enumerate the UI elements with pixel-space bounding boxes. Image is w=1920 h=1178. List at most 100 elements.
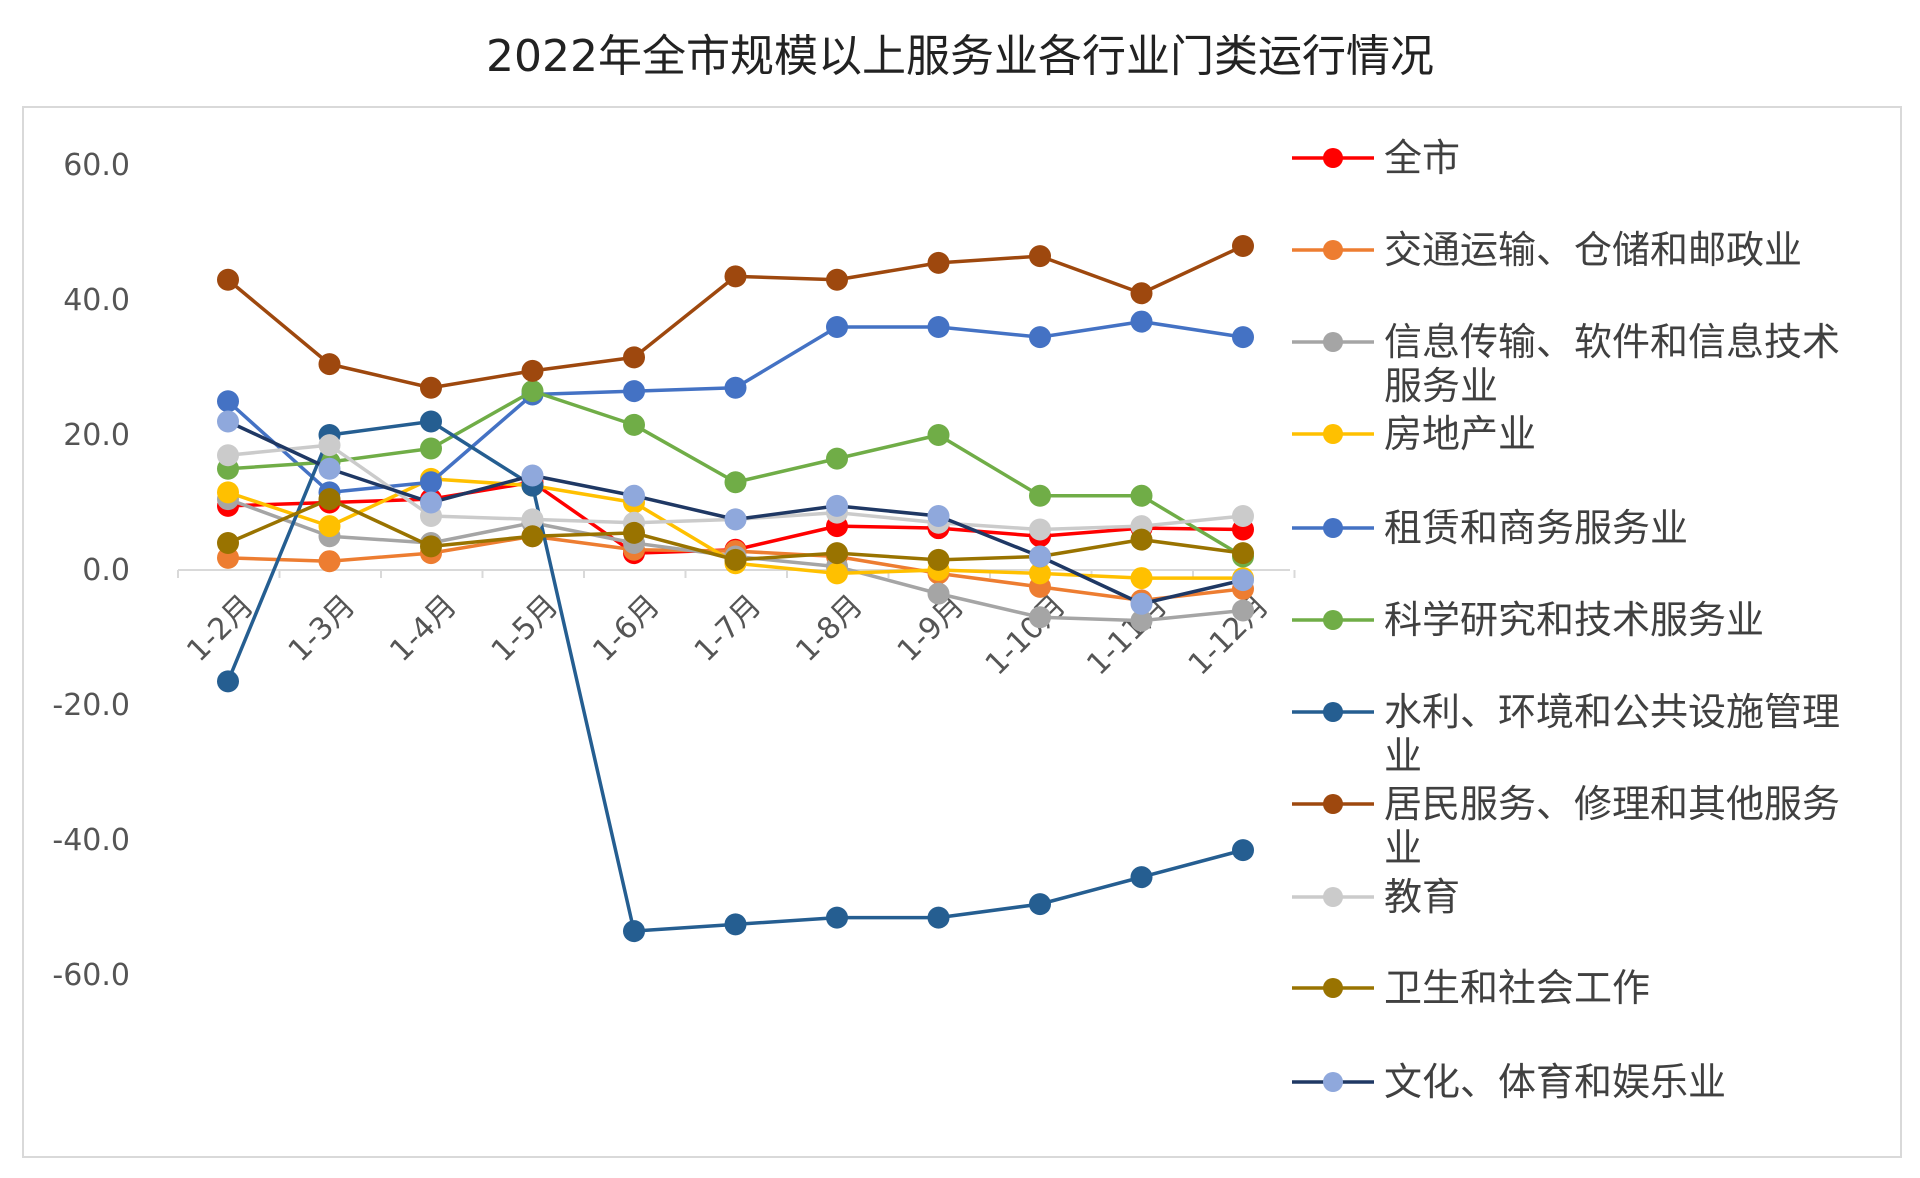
x-tick-label: 1-7月 <box>688 588 769 669</box>
x-tick-label: 1-5月 <box>485 588 566 669</box>
legend-marker <box>1323 518 1343 538</box>
data-point <box>623 413 645 436</box>
y-tick-label: 0.0 <box>82 553 130 588</box>
legend-marker <box>1323 332 1343 352</box>
legend-label: 信息传输、软件和信息技术服务业 <box>1384 320 1840 408</box>
legend-label: 交通运输、仓储和邮政业 <box>1384 228 1802 272</box>
legend-item: 房地产业 <box>1292 412 1536 456</box>
legend-label: 卫生和社会工作 <box>1384 966 1650 1010</box>
series-7 <box>217 235 1254 399</box>
y-tick-label: 40.0 <box>63 283 130 318</box>
y-tick-label: 20.0 <box>63 418 130 453</box>
data-point <box>623 380 645 403</box>
x-tick-label: 1-3月 <box>282 588 363 669</box>
data-point <box>420 410 442 433</box>
data-point <box>1029 562 1051 585</box>
data-point <box>724 548 747 571</box>
legend-label: 文化、体育和娱乐业 <box>1384 1060 1726 1104</box>
data-point <box>927 424 950 446</box>
data-point <box>521 380 544 403</box>
data-point <box>420 437 442 460</box>
legend-marker <box>1323 978 1343 998</box>
y-tick-label: -60.0 <box>52 958 130 993</box>
legend-label: 房地产业 <box>1384 412 1536 456</box>
data-point <box>826 447 848 470</box>
data-point <box>1232 505 1254 527</box>
data-point <box>1029 606 1051 629</box>
data-point <box>1130 310 1153 333</box>
data-point <box>420 535 442 558</box>
series-line <box>226 419 1244 933</box>
legend-item: 文化、体育和娱乐业 <box>1292 1060 1726 1104</box>
legend-label: 科学研究和技术服务业 <box>1384 598 1764 642</box>
data-point <box>318 515 341 538</box>
data-point <box>318 457 341 480</box>
legend-item: 全市 <box>1292 136 1460 180</box>
data-point <box>623 346 645 369</box>
legend-label: 水利、环境和公共设施管理业 <box>1384 690 1840 778</box>
data-point <box>1130 528 1153 551</box>
data-point <box>623 521 645 544</box>
legend-label: 居民服务、修理和其他服务业 <box>1384 782 1840 870</box>
legend-item: 水利、环境和公共设施管理业 <box>1292 690 1840 778</box>
data-point <box>724 376 747 399</box>
x-tick-label: 1-6月 <box>586 588 667 669</box>
data-point <box>1130 866 1153 889</box>
series-layer <box>217 235 1254 943</box>
data-point <box>217 532 239 554</box>
x-tick-label: 1-10月 <box>979 588 1073 682</box>
legend-marker <box>1323 702 1343 722</box>
data-point <box>318 550 341 573</box>
data-point <box>1130 609 1153 632</box>
data-point <box>724 265 747 288</box>
data-point <box>217 268 239 291</box>
x-tick-label: 1-11月 <box>1080 588 1174 682</box>
legend-item: 居民服务、修理和其他服务业 <box>1292 782 1840 870</box>
data-point <box>623 484 645 507</box>
data-point <box>318 434 341 457</box>
data-point <box>826 268 848 291</box>
data-point <box>217 481 239 504</box>
data-point <box>318 488 341 511</box>
data-point <box>217 390 239 413</box>
data-point <box>826 494 848 517</box>
data-point <box>1130 567 1153 590</box>
data-point <box>1029 484 1051 507</box>
data-point <box>521 508 544 531</box>
data-point <box>1029 518 1051 541</box>
x-tick-label: 1-12月 <box>1182 588 1276 682</box>
data-point <box>521 359 544 382</box>
data-point <box>1029 545 1051 568</box>
data-point <box>1029 893 1051 916</box>
legend-label: 教育 <box>1384 875 1460 919</box>
legend: 全市交通运输、仓储和邮政业信息传输、软件和信息技术服务业房地产业租赁和商务服务业… <box>1292 136 1840 1104</box>
legend-marker <box>1323 794 1343 814</box>
data-point <box>217 444 239 467</box>
data-point <box>724 508 747 531</box>
data-point <box>724 913 747 936</box>
legend-item: 信息传输、软件和信息技术服务业 <box>1292 320 1840 408</box>
series-9 <box>217 488 1254 571</box>
legend-marker <box>1323 887 1343 907</box>
data-point <box>1130 484 1153 507</box>
y-tick-label: 60.0 <box>63 148 130 183</box>
data-point <box>927 582 950 605</box>
legend-item: 交通运输、仓储和邮政业 <box>1292 228 1802 272</box>
data-point <box>1130 282 1153 305</box>
legend-label: 全市 <box>1384 136 1460 180</box>
data-point <box>826 562 848 585</box>
data-point <box>318 353 341 376</box>
x-tick-label: 1-8月 <box>789 588 870 669</box>
legend-marker <box>1323 148 1343 168</box>
legend-item: 教育 <box>1292 875 1460 919</box>
data-point <box>521 464 544 487</box>
y-tick-label: -40.0 <box>52 823 130 858</box>
data-point <box>826 542 848 565</box>
data-point <box>1232 599 1254 622</box>
legend-marker <box>1323 240 1343 260</box>
data-point <box>420 376 442 399</box>
legend-marker <box>1323 610 1343 630</box>
x-tick-label: 1-4月 <box>383 588 464 669</box>
data-point <box>927 906 950 929</box>
